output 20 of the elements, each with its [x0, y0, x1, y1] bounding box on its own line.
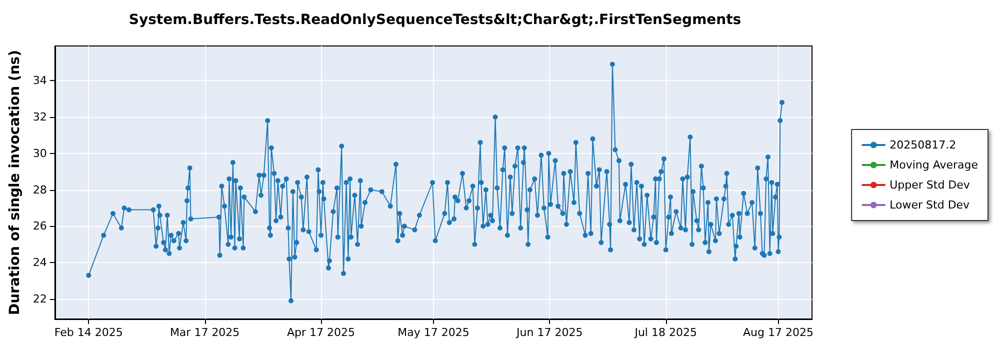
- x-tick-label: Jun 17 2025: [516, 326, 583, 339]
- x-tick-label: Feb 14 2025: [54, 326, 123, 339]
- x-tick-label: Jul 18 2025: [634, 326, 697, 339]
- y-tick-label: 34: [32, 74, 47, 88]
- y-axis-title: Duration of single invocation (ns): [7, 50, 23, 316]
- legend-label: Upper Std Dev: [890, 178, 970, 192]
- x-tick-label: Apr 17 2025: [287, 326, 356, 339]
- x-tick-label: Mar 17 2025: [170, 326, 240, 339]
- y-tick-label: 24: [32, 256, 47, 270]
- x-tick-label: May 17 2025: [398, 326, 470, 339]
- y-tick-label: 22: [32, 292, 47, 306]
- y-tick-label: 30: [32, 146, 47, 160]
- legend-label: Lower Std Dev: [890, 198, 970, 212]
- y-tick-label: 32: [32, 110, 47, 124]
- legend-label: 20250817.2: [890, 138, 956, 152]
- y-tick-label: 26: [32, 220, 47, 233]
- x-tick-label: Aug 17 2025: [743, 326, 814, 339]
- legend-label: Moving Average: [890, 158, 978, 172]
- y-tick-label: 28: [32, 183, 47, 196]
- chart-title: System.Buffers.Tests.ReadOnlySequenceTests&lt;Char&gt;.FirstTenSegments: [128, 12, 742, 28]
